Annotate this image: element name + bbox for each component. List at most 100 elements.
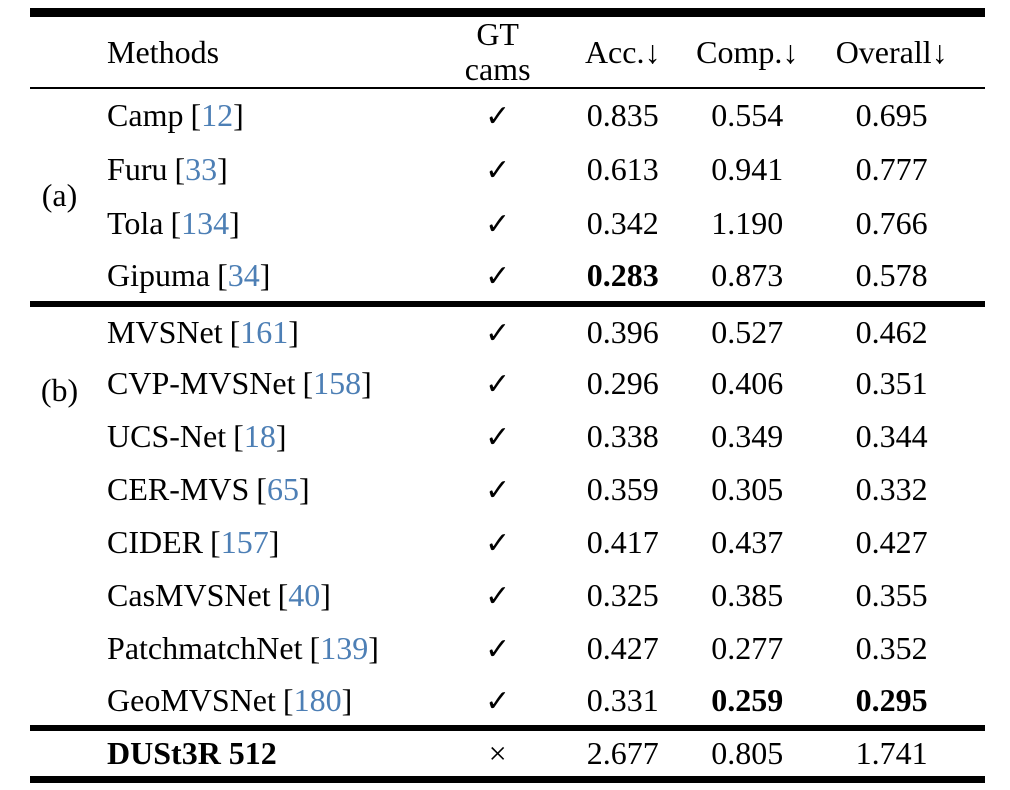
checkmark-icon: ✓ [485,473,511,509]
overall-value: 0.578 [855,257,928,294]
table-row: Tola134 ✓ 0.342 1.190 0.766 [30,196,985,250]
citation-link[interactable]: 157 [210,524,279,560]
method-name: PatchmatchNet [107,630,303,667]
acc-value: 0.396 [586,313,659,350]
checkmark-icon: ✓ [485,259,511,295]
acc-value: 0.427 [586,630,659,667]
method-name: DUSt3R 512 [107,735,277,772]
col-header-comp: Comp.↓ [696,33,799,70]
table-row: CVP-MVSNet158 ✓ 0.296 0.406 0.351 [30,357,985,410]
citation-link[interactable]: 33 [175,151,228,187]
method-name: Camp [107,97,184,134]
citation-link[interactable]: 12 [190,97,243,133]
method-name: CER-MVS [107,471,250,508]
section-a: (a) Camp12 ✓ 0.835 0.554 0.695 Furu33 ✓ … [30,88,985,305]
results-table: Methods GT cams Acc.↓ Comp.↓ Overall↓ (a… [30,8,985,783]
cross-icon: × [488,735,507,772]
table-row: Furu33 ✓ 0.613 0.941 0.777 [30,142,985,196]
overall-value: 0.352 [855,630,928,667]
overall-value: 0.462 [855,313,928,350]
checkmark-icon: ✓ [485,99,511,135]
table-row: (b) MVSNet161 ✓ 0.396 0.527 0.462 [30,304,985,408]
citation-link[interactable]: 65 [256,471,309,507]
checkmark-icon: ✓ [485,367,511,403]
section-label-empty [30,728,89,779]
comp-value: 0.305 [711,471,784,508]
comp-value: 0.406 [711,365,784,402]
header-spacer [30,13,89,89]
header-row: Methods GT cams Acc.↓ Comp.↓ Overall↓ [30,13,985,89]
checkmark-icon: ✓ [485,526,511,562]
table-row: (a) Camp12 ✓ 0.835 0.554 0.695 [30,88,985,212]
comp-value: 1.190 [711,204,784,241]
overall-value: 0.695 [855,97,928,134]
table-row: UCS-Net18 ✓ 0.338 0.349 0.344 [30,410,985,463]
acc-value: 0.296 [586,365,659,402]
method-name: Furu [107,150,168,187]
checkmark-icon: ✓ [485,206,511,242]
comp-value: 0.259 [711,681,784,718]
checkmark-icon: ✓ [485,315,511,351]
overall-value: 0.355 [855,577,928,614]
acc-value: 0.359 [586,471,659,508]
method-name: CasMVSNet [107,577,271,614]
acc-value: 0.417 [586,524,659,561]
checkmark-icon: ✓ [485,152,511,188]
method-name: Gipuma [107,257,211,294]
overall-value: 0.777 [855,150,928,187]
method-name: Tola [107,204,164,241]
overall-value: 1.741 [855,735,928,772]
comp-value: 0.805 [711,735,784,772]
comp-value: 0.941 [711,150,784,187]
table-header: Methods GT cams Acc.↓ Comp.↓ Overall↓ [30,13,985,89]
citation-link[interactable]: 139 [310,630,379,666]
comp-value: 0.349 [711,418,784,455]
checkmark-icon: ✓ [485,632,511,668]
overall-value: 0.766 [855,204,928,241]
table-row: DUSt3R 512 × 2.677 0.805 1.741 [30,728,985,779]
table-row: CasMVSNet40 ✓ 0.325 0.385 0.355 [30,569,985,622]
checkmark-icon: ✓ [485,683,511,719]
acc-value: 0.835 [586,97,659,134]
comp-value: 0.554 [711,97,784,134]
col-header-acc: Acc.↓ [584,33,661,70]
acc-value: 0.325 [586,577,659,614]
citation-link[interactable]: 18 [233,418,286,454]
method-name: CIDER [107,524,204,561]
col-header-methods: Methods [107,33,220,70]
citation-link[interactable]: 158 [303,365,372,401]
overall-value: 0.351 [855,365,928,402]
acc-value: 2.677 [586,735,659,772]
comp-value: 0.385 [711,577,784,614]
acc-value: 0.331 [586,681,659,718]
citation-link[interactable]: 134 [170,205,239,241]
table-row: PatchmatchNet139 ✓ 0.427 0.277 0.352 [30,622,985,675]
citation-link[interactable]: 180 [283,682,352,718]
overall-value: 0.332 [855,471,928,508]
overall-value: 0.427 [855,524,928,561]
comp-value: 0.437 [711,524,784,561]
section-b: (b) MVSNet161 ✓ 0.396 0.527 0.462 CVP-MV… [30,304,985,729]
table-row: CIDER157 ✓ 0.417 0.437 0.427 [30,516,985,569]
table-row: Gipuma34 ✓ 0.283 0.873 0.578 [30,250,985,304]
acc-value: 0.338 [586,418,659,455]
citation-link[interactable]: 161 [230,314,299,350]
section-label-a: (a) [41,176,78,213]
comp-value: 0.873 [711,257,784,294]
table-row: CER-MVS65 ✓ 0.359 0.305 0.332 [30,463,985,516]
method-name: CVP-MVSNet [107,365,296,402]
comp-value: 0.527 [711,313,784,350]
acc-value: 0.283 [586,257,659,294]
method-name: MVSNet [107,313,223,350]
citation-link[interactable]: 34 [217,257,270,293]
col-header-gt-cams: GT cams [464,16,531,88]
table-row: GeoMVSNet180 ✓ 0.331 0.259 0.295 [30,675,985,728]
acc-value: 0.613 [586,150,659,187]
section-label-b: (b) [40,372,79,409]
col-header-overall: Overall↓ [835,33,948,70]
citation-link[interactable]: 40 [278,577,331,613]
comp-value: 0.277 [711,630,784,667]
section-dust3r: DUSt3R 512 × 2.677 0.805 1.741 [30,728,985,779]
checkmark-icon: ✓ [485,579,511,615]
